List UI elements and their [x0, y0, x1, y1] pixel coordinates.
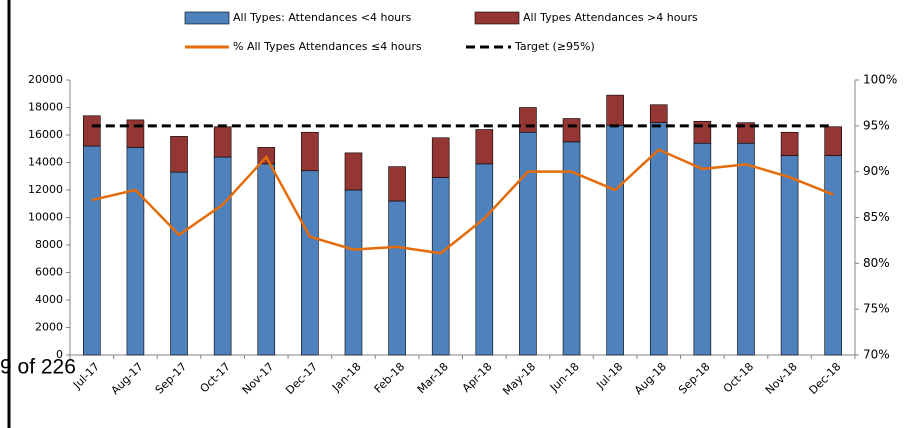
bar [388, 166, 406, 202]
page-footer: 9 of 226 [0, 356, 76, 379]
y2-tick-label: 75% [863, 302, 890, 316]
x-tick-label: Dec-18 [806, 360, 843, 397]
bar [344, 152, 363, 191]
bar [606, 125, 624, 356]
x-tick-label: Feb-18 [372, 360, 408, 396]
bar [824, 126, 842, 156]
bar [475, 163, 494, 356]
legend-label: Target (≥95%) [514, 40, 595, 53]
y2-tick-label: 100% [863, 73, 897, 87]
bar [301, 131, 319, 172]
bar [649, 104, 668, 123]
y-tick-label: 4000 [35, 293, 63, 306]
bar [649, 122, 668, 356]
bar [257, 163, 276, 356]
x-tick-label: Jun-18 [547, 360, 582, 395]
bar [519, 107, 537, 133]
y-tick-label: 12000 [28, 183, 63, 196]
bar [213, 126, 232, 158]
y2-tick-label: 95% [863, 118, 890, 132]
x-tick-label: Sep-18 [676, 360, 713, 397]
bar [431, 177, 450, 356]
x-tick-label: Jul-18 [593, 360, 625, 392]
y-tick-label: 8000 [35, 238, 63, 251]
bar [83, 115, 101, 147]
bar [780, 131, 799, 156]
bar [737, 122, 755, 144]
bar [126, 147, 145, 356]
bar [475, 129, 494, 165]
x-tick-label: Aug-18 [632, 360, 669, 397]
x-tick-label: Jan-18 [329, 360, 364, 395]
bar [170, 171, 188, 356]
y-tick-label: 20000 [28, 73, 63, 86]
x-tick-label: Aug-17 [109, 360, 146, 397]
x-tick-label: Nov-17 [240, 360, 277, 397]
y-tick-label: 2000 [35, 321, 63, 334]
bar [780, 155, 799, 356]
y-tick-label: 10000 [28, 211, 63, 224]
bar [301, 170, 319, 356]
y-tick-label: 18000 [28, 101, 63, 114]
y-tick-label: 0 [56, 348, 63, 361]
legend-swatch [184, 11, 230, 25]
bar [213, 156, 232, 356]
bar [126, 119, 145, 148]
y2-tick-label: 70% [863, 348, 890, 362]
y-tick-label: 6000 [35, 266, 63, 279]
y2-tick-label: 80% [863, 256, 890, 270]
y-tick-label: 16000 [28, 128, 63, 141]
bar [431, 137, 450, 178]
legend-swatch [474, 11, 520, 25]
legend-label: % All Types Attendances ≤4 hours [233, 40, 422, 53]
x-tick-label: Dec-17 [283, 360, 320, 397]
bar [693, 142, 712, 356]
x-tick-label: Oct-18 [721, 360, 756, 395]
x-tick-label: Apr-18 [460, 360, 495, 395]
legend-label: All Types: Attendances <4 hours [233, 11, 412, 24]
bar [83, 145, 101, 356]
y2-tick-label: 85% [863, 210, 890, 224]
bar [519, 131, 537, 356]
x-tick-label: May-18 [500, 360, 538, 398]
x-tick-label: Mar-18 [415, 360, 451, 396]
bar [737, 142, 755, 356]
bar [170, 136, 188, 173]
bar [824, 155, 842, 356]
y-tick-label: 14000 [28, 156, 63, 169]
bar [344, 189, 363, 356]
bar [562, 118, 581, 143]
x-tick-label: Nov-18 [763, 360, 800, 397]
x-tick-label: Sep-17 [153, 360, 190, 397]
line [91, 148, 834, 255]
bar [388, 200, 406, 356]
bar [606, 94, 624, 126]
y2-tick-label: 90% [863, 164, 890, 178]
legend-label: All Types Attendances >4 hours [523, 11, 698, 24]
x-tick-label: Oct-17 [198, 360, 233, 395]
